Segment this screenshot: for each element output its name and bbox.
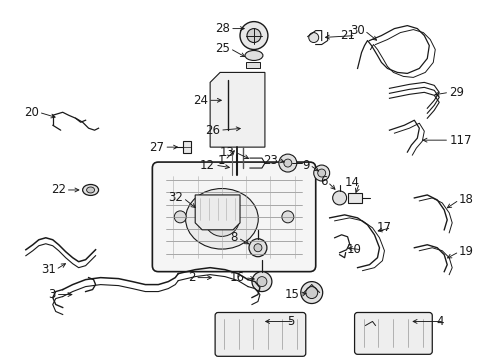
- Circle shape: [241, 119, 254, 133]
- Polygon shape: [195, 195, 240, 230]
- FancyBboxPatch shape: [152, 162, 315, 272]
- Text: 19: 19: [458, 245, 473, 258]
- Bar: [245, 62, 260, 68]
- Circle shape: [283, 159, 291, 167]
- Text: 22: 22: [51, 184, 65, 197]
- Circle shape: [246, 28, 261, 42]
- Text: 17: 17: [376, 221, 390, 234]
- Circle shape: [204, 201, 239, 237]
- Text: 26: 26: [204, 124, 220, 137]
- Ellipse shape: [82, 184, 99, 195]
- Circle shape: [253, 244, 262, 252]
- Ellipse shape: [86, 187, 94, 193]
- Circle shape: [251, 272, 271, 292]
- Circle shape: [300, 282, 322, 303]
- FancyBboxPatch shape: [354, 312, 431, 354]
- Text: 6: 6: [320, 175, 327, 189]
- Text: 15: 15: [285, 288, 299, 301]
- Text: 12: 12: [200, 158, 215, 172]
- Circle shape: [224, 96, 232, 104]
- Circle shape: [240, 22, 267, 50]
- Text: 117: 117: [448, 134, 471, 147]
- Circle shape: [248, 239, 266, 257]
- Text: 18: 18: [458, 193, 473, 206]
- Circle shape: [317, 169, 325, 177]
- Text: 10: 10: [346, 243, 361, 256]
- Text: 25: 25: [215, 42, 229, 55]
- Bar: [183, 141, 191, 153]
- Circle shape: [281, 211, 293, 223]
- Text: 9: 9: [302, 158, 309, 172]
- Text: 8: 8: [230, 231, 238, 244]
- Text: 27: 27: [149, 141, 164, 154]
- Text: 28: 28: [215, 22, 229, 35]
- FancyBboxPatch shape: [215, 312, 305, 356]
- Circle shape: [308, 32, 318, 42]
- Text: 30: 30: [349, 24, 364, 37]
- Text: 32: 32: [168, 192, 183, 204]
- Text: 14: 14: [344, 176, 359, 189]
- Text: 20: 20: [24, 106, 39, 119]
- Text: 3: 3: [48, 288, 56, 301]
- Circle shape: [223, 113, 233, 123]
- Bar: [347, 193, 361, 203]
- Circle shape: [224, 129, 230, 135]
- Circle shape: [305, 287, 317, 298]
- Circle shape: [223, 80, 233, 89]
- Circle shape: [332, 191, 346, 205]
- Text: 4: 4: [436, 315, 443, 328]
- Text: 21: 21: [340, 29, 355, 42]
- Circle shape: [278, 154, 296, 172]
- Text: 16: 16: [229, 271, 244, 284]
- Polygon shape: [210, 72, 264, 147]
- Text: 13: 13: [220, 145, 235, 159]
- Text: 31: 31: [41, 263, 56, 276]
- Circle shape: [174, 211, 186, 223]
- Text: 24: 24: [193, 94, 208, 107]
- Ellipse shape: [244, 50, 263, 60]
- Ellipse shape: [185, 189, 258, 249]
- Text: 1: 1: [217, 154, 224, 167]
- Circle shape: [244, 123, 250, 129]
- Text: 29: 29: [448, 86, 463, 99]
- Text: 5: 5: [287, 315, 294, 328]
- Circle shape: [256, 276, 266, 287]
- Circle shape: [313, 165, 329, 181]
- Text: 23: 23: [263, 154, 277, 167]
- Text: 2: 2: [187, 271, 195, 284]
